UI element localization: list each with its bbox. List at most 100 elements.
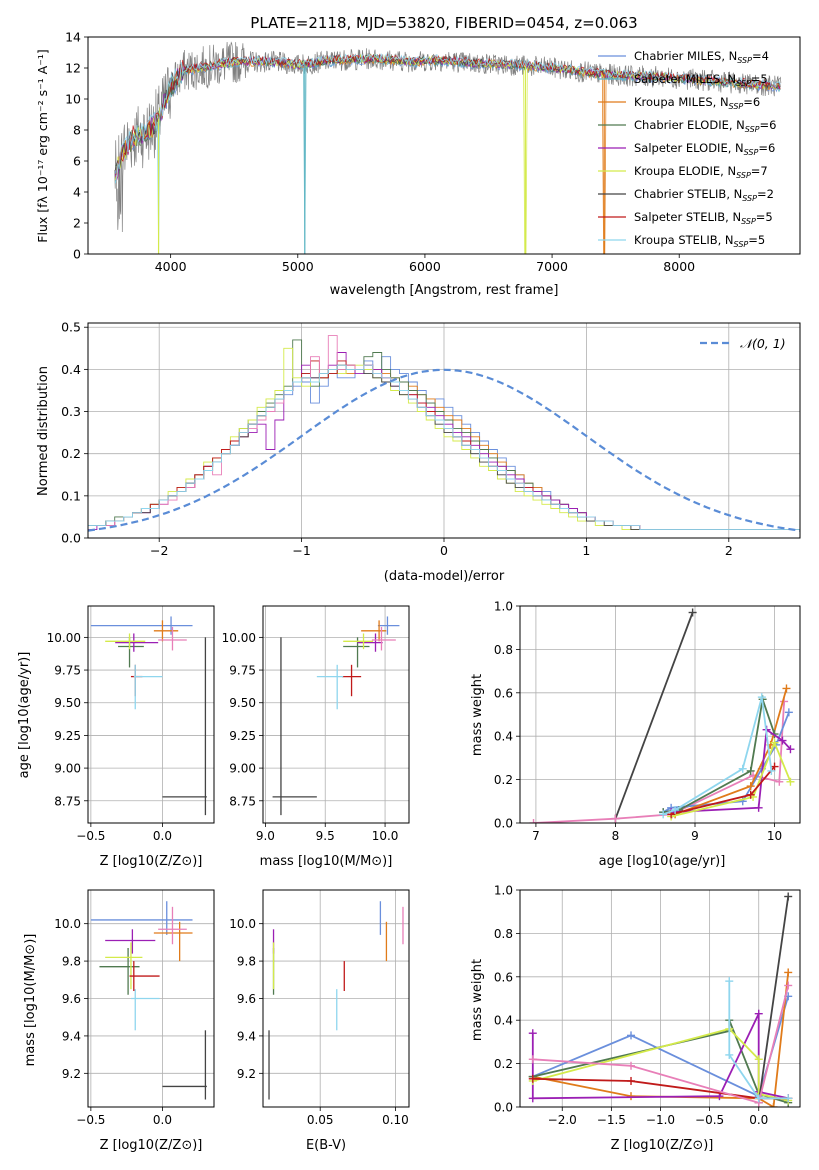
spectrum-xlabel: wavelength [Angstrom, rest frame] <box>330 283 559 298</box>
weight-point-marker <box>671 805 680 814</box>
y-tick-label: 9.50 <box>54 696 81 710</box>
weight-point-marker <box>767 766 776 775</box>
y-tick-label: 9.6 <box>237 992 256 1006</box>
weight-point-marker <box>754 803 763 812</box>
model-spectrum-line <box>114 53 781 254</box>
x-tick-label: 6000 <box>409 259 441 274</box>
x-tick-label: −1 <box>292 543 310 558</box>
y-tick-label: 9.00 <box>54 762 81 776</box>
mass-vs-metallicity-panel: Z [log10(Z/Z⊙)] mass [log10(M/M⊙)] −0.5 0… <box>23 889 215 1153</box>
y-tick-label: 9.2 <box>237 1067 256 1081</box>
axes: −0.5 0.0 9.2 9.4 9.6 9.8 10.0 <box>54 889 215 1127</box>
weight-point-marker <box>769 1103 778 1107</box>
weight-point-marker <box>725 1050 734 1059</box>
mass-vs-ebv-xlabel: E(B-V) <box>306 1138 346 1153</box>
y-tick-label: 0.2 <box>494 773 513 787</box>
x-tick-label: 2 <box>725 543 733 558</box>
weight-point-marker <box>786 777 795 786</box>
legend-label: Kroupa ELODIE, NSSP=7 <box>634 164 768 180</box>
y-tick-label: 9.75 <box>54 664 81 678</box>
x-tick-label: 10.0 <box>372 829 399 843</box>
weight-point-marker <box>770 762 779 771</box>
y-tick-label: 9.50 <box>229 696 256 710</box>
axes-frame <box>262 889 410 1108</box>
weight-point-marker <box>688 608 697 617</box>
legend-label: 𝒩(0, 1) <box>740 336 786 351</box>
weight-point-marker <box>528 1094 537 1103</box>
x-tick-label: 0.0 <box>153 1113 172 1127</box>
weight-vs-metallicity-panel: Z [log10(Z/Z⊙)] mass weight −2.0 −1.5 −1.0… <box>470 884 801 1153</box>
data-point <box>153 921 193 962</box>
data-point <box>158 626 187 651</box>
legend-subscript: SSP <box>736 79 751 88</box>
x-tick-label: 1 <box>582 543 590 558</box>
data-point <box>377 616 400 635</box>
data-point <box>130 989 160 1031</box>
age-vs-metallicity-panel: Z [log10(Z/Z⊙)] age [log10(age/yr)] −0.5… <box>17 605 215 869</box>
y-tick-label: 0.2 <box>494 1057 513 1071</box>
y-tick-label: 0 <box>73 247 81 262</box>
y-tick-label: 0.4 <box>494 730 513 744</box>
y-tick-label: 9.4 <box>62 1029 81 1043</box>
age-vs-metallicity-xlabel: Z [log10(Z/Z⊙)] <box>100 854 203 869</box>
residuals-panel: (data-model)/error Normed distribution −… <box>36 320 801 584</box>
legend-count: =4 <box>752 49 769 63</box>
weight-point-marker <box>627 1076 636 1085</box>
weight-point-marker <box>627 1092 636 1101</box>
y-tick-label: 9.00 <box>229 762 256 776</box>
legend-subscript: SSP <box>742 194 757 203</box>
weight-point-marker <box>784 892 793 901</box>
plot-area <box>268 901 404 1100</box>
weight-point-marker <box>746 790 755 799</box>
legend-label: Salpeter ELODIE, NSSP=6 <box>634 141 775 157</box>
x-tick-label: −0.5 <box>695 1113 724 1127</box>
axes-frame <box>87 889 215 1108</box>
grid <box>88 890 214 1107</box>
data-point <box>115 633 159 652</box>
axes-frame <box>87 605 215 824</box>
y-tick-label: 9.75 <box>229 664 256 678</box>
y-tick-label: 0.3 <box>61 404 81 419</box>
x-tick-label: 0 <box>440 543 448 558</box>
weight-vs-age-panel: age [log10(age/yr)] mass weight 7 8 9 10 0.0… <box>470 600 801 869</box>
data-point <box>133 664 163 710</box>
y-tick-label: 6 <box>73 154 81 169</box>
data-point <box>129 961 160 992</box>
y-tick-label: 10.0 <box>229 917 256 931</box>
plot-area <box>529 608 795 823</box>
x-tick-label: 0.0 <box>749 1113 768 1127</box>
y-tick-label: 4 <box>73 185 81 200</box>
legend-label: Chabrier STELIB, NSSP=2 <box>634 187 774 203</box>
legend-subscript: SSP <box>741 217 756 226</box>
x-tick-label: 7 <box>532 829 540 843</box>
x-tick-label: −0.5 <box>76 829 105 843</box>
axes-frame <box>262 605 410 824</box>
x-tick-label: 9 <box>691 829 699 843</box>
weight-point-marker <box>757 693 766 702</box>
y-tick-label: 0.0 <box>494 1101 513 1115</box>
legend-label: Salpeter MILES, NSSP=5 <box>634 72 768 88</box>
weight-point-marker <box>528 1074 537 1083</box>
data-point <box>343 633 374 650</box>
weight-point-marker <box>725 977 734 986</box>
plot-area <box>90 901 207 1100</box>
axes: −2 −1 0 1 2 0.0 0.1 0.2 0.3 0.4 0.5 <box>61 320 801 558</box>
weight-point-marker <box>754 1009 763 1018</box>
x-tick-label: 8000 <box>663 259 695 274</box>
y-tick-label: 0.8 <box>494 643 513 657</box>
x-tick-label: 4000 <box>155 259 187 274</box>
mass-vs-metallicity-ylabel: mass [log10(M/M⊙)] <box>23 934 38 1067</box>
y-tick-label: 0.2 <box>61 446 81 461</box>
data-point <box>105 942 143 990</box>
weight-point-marker <box>528 1029 537 1038</box>
weight-point-marker <box>784 981 793 990</box>
spectrum-ylabel: Flux [fλ 10⁻¹⁷ erg cm⁻² s⁻¹ A⁻¹] <box>35 49 50 242</box>
weight-point-marker <box>746 766 755 775</box>
x-tick-label: −1.5 <box>597 1113 626 1127</box>
legend-label: Chabrier ELODIE, NSSP=6 <box>634 118 776 134</box>
data-point <box>105 929 156 954</box>
x-tick-label: −2 <box>150 543 168 558</box>
weight-series-line <box>533 701 785 823</box>
age-vs-metallicity-ylabel: age [log10(age/yr)] <box>17 652 32 779</box>
